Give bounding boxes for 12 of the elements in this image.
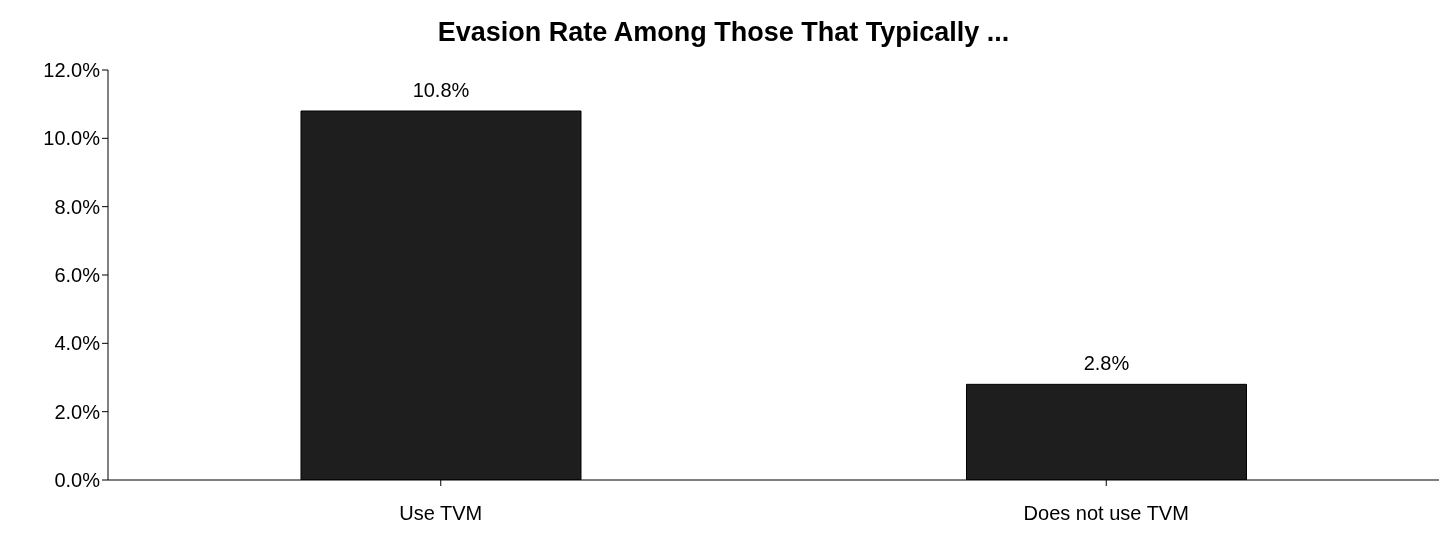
- chart-title: Evasion Rate Among Those That Typically ...: [436, 16, 1011, 49]
- y-tick-label: 12.0%: [43, 59, 101, 82]
- text: 2.8%: [1083, 352, 1130, 375]
- x-tick-label: Use TVM: [399, 502, 483, 525]
- y-tick-label: 0.0%: [54, 469, 101, 492]
- y-tick-label: 2.0%: [54, 400, 101, 423]
- y-tick-label: 4.0%: [54, 332, 101, 355]
- y-tick-label: 10.0%: [43, 127, 101, 150]
- x-tick-label: Does not use TVM: [1023, 502, 1189, 525]
- y-tick-label: 8.0%: [54, 195, 101, 218]
- text: 10.8%: [412, 79, 470, 101]
- y-tick-label: 6.0%: [54, 264, 101, 287]
